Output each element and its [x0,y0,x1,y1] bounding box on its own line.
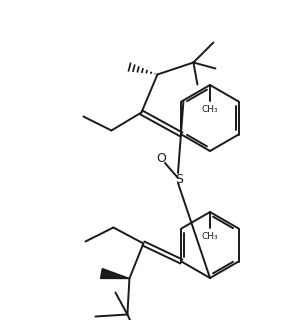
Text: CH₃: CH₃ [202,232,218,241]
Polygon shape [101,268,129,278]
Text: O: O [156,151,166,164]
Text: CH₃: CH₃ [202,105,218,114]
Text: S: S [175,172,183,186]
